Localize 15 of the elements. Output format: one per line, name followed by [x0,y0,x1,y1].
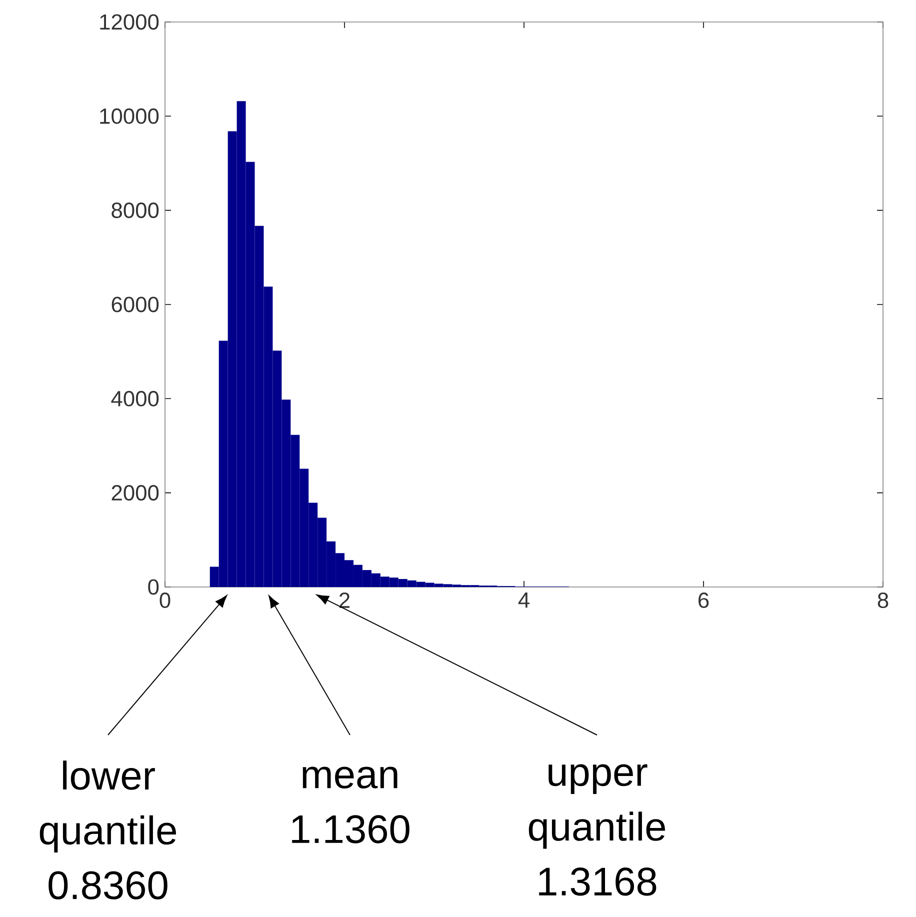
x-tick-label: 8 [878,592,888,608]
y-tick-label: 0 [148,579,159,595]
y-tick-label: 4000 [111,390,159,406]
text: mean 1.1360 [292,766,410,844]
y-tick-label: 10000 [100,108,159,124]
x-tick-label: 4 [518,592,530,608]
y-tick-label: 8000 [112,202,159,218]
x-tick-label: 0 [160,592,170,608]
text: upper quantile 1.3168 [528,764,665,896]
text: lower quantile 0.8360 [40,760,176,900]
x-tick-label: 6 [698,592,709,608]
x-tick-label: 2 [340,592,350,608]
y-tick-label: 6000 [112,296,159,312]
y-tick-label: 2000 [112,485,159,501]
y-tick-label: 12000 [100,14,159,30]
